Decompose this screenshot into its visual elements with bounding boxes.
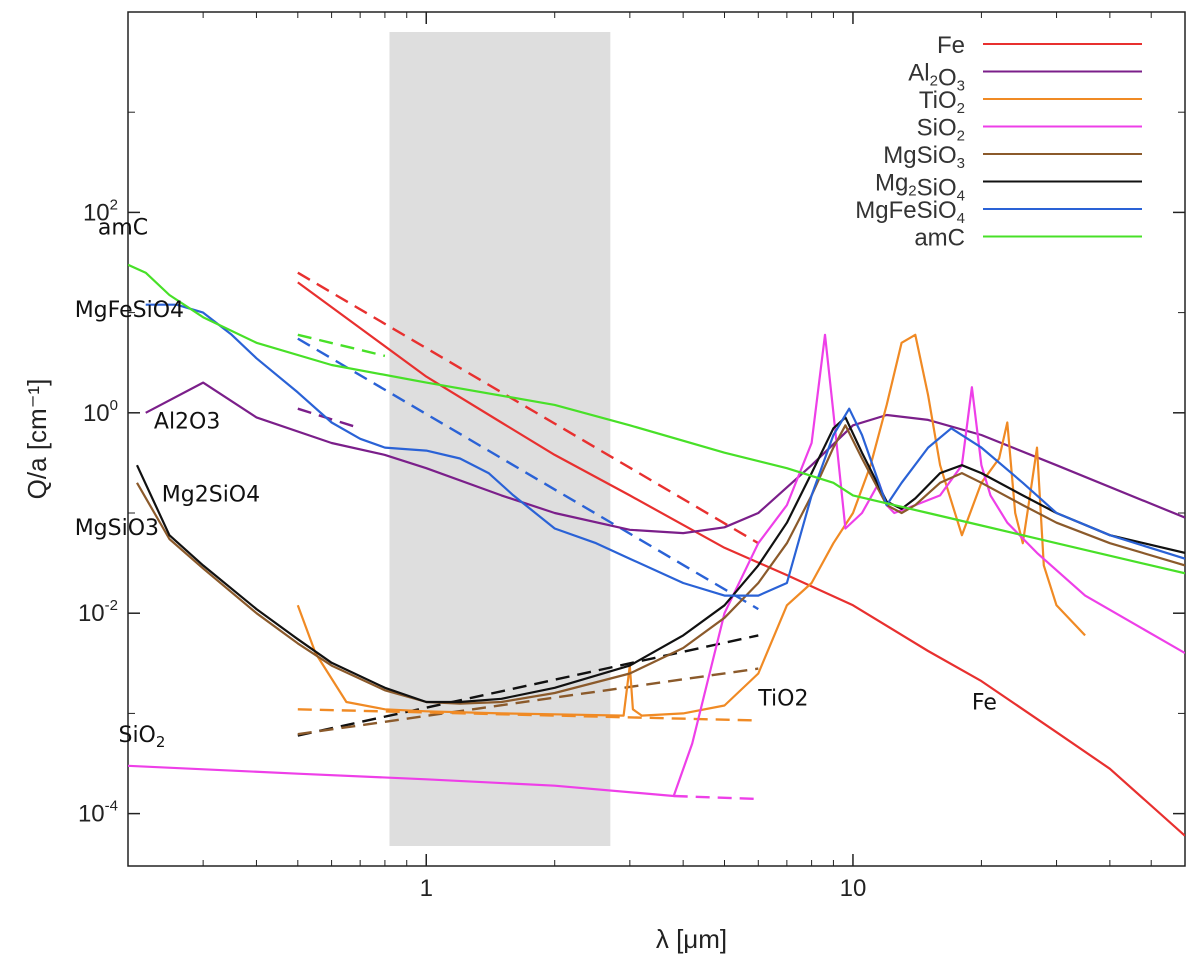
x-axis-title: λ [μm] (656, 924, 727, 954)
extrapolation-amc (297, 333, 386, 358)
y-tick-label: 100 (83, 397, 118, 427)
legend-label-amc: amC (914, 225, 965, 252)
annotation-fe: Fe (972, 690, 997, 715)
legend-label-mgsio3: MgSiO3 (883, 142, 965, 172)
extrapolation-sio2 (673, 794, 759, 801)
annotation-sio2: SiO2 (118, 723, 165, 751)
extrapolation-al2o3 (297, 407, 361, 430)
annotation-amc: amC (98, 216, 148, 241)
annotation-al2o3: Al2O3 (154, 409, 220, 434)
legend-label-mg2sio4: Mg2SiO4 (875, 170, 965, 205)
series-line-mgsio3 (136, 424, 1185, 705)
series-line-tio2 (296, 333, 1086, 717)
annotation-mgsio3: MgSiO3 (75, 516, 159, 541)
legend-label-al2o3: Al2O3 (908, 60, 965, 95)
y-axis-title: Q/a [cm⁻¹] (22, 379, 52, 500)
series-line-mg2sio4 (136, 416, 1185, 704)
legend-label-fe: Fe (937, 32, 965, 59)
legend-label-tio2: TiO2 (919, 87, 965, 117)
series-line-amc (128, 263, 1185, 575)
x-tick-label: 10 (840, 875, 867, 902)
x-tick-label: 1 (420, 875, 433, 902)
legend-label-mgfesio4: MgFeSiO4 (855, 197, 965, 227)
extrapolation-mgfesio4 (297, 337, 759, 611)
y-tick-label: 102 (83, 196, 118, 226)
legend-label-sio2: SiO2 (917, 115, 965, 145)
y-tick-label: 10-4 (78, 798, 118, 828)
plot-frame (127, 11, 1186, 867)
y-tick-label: 10-2 (78, 597, 118, 627)
annotation-mgfesio4: MgFeSiO4 (75, 298, 184, 323)
series-line-sio2 (128, 333, 1185, 798)
series-line-al2o3 (145, 381, 1185, 535)
shaded-band (389, 32, 611, 846)
annotation-mg2sio4: Mg2SiO4 (162, 483, 260, 508)
extrapolation-mg2sio4 (297, 634, 759, 737)
series-line-mgfesio4 (145, 303, 1185, 597)
extrapolation-fe (297, 271, 759, 545)
extrapolation-mgsio3 (297, 667, 759, 736)
annotation-tio2: TiO2 (757, 686, 808, 711)
series-group (128, 263, 1185, 837)
